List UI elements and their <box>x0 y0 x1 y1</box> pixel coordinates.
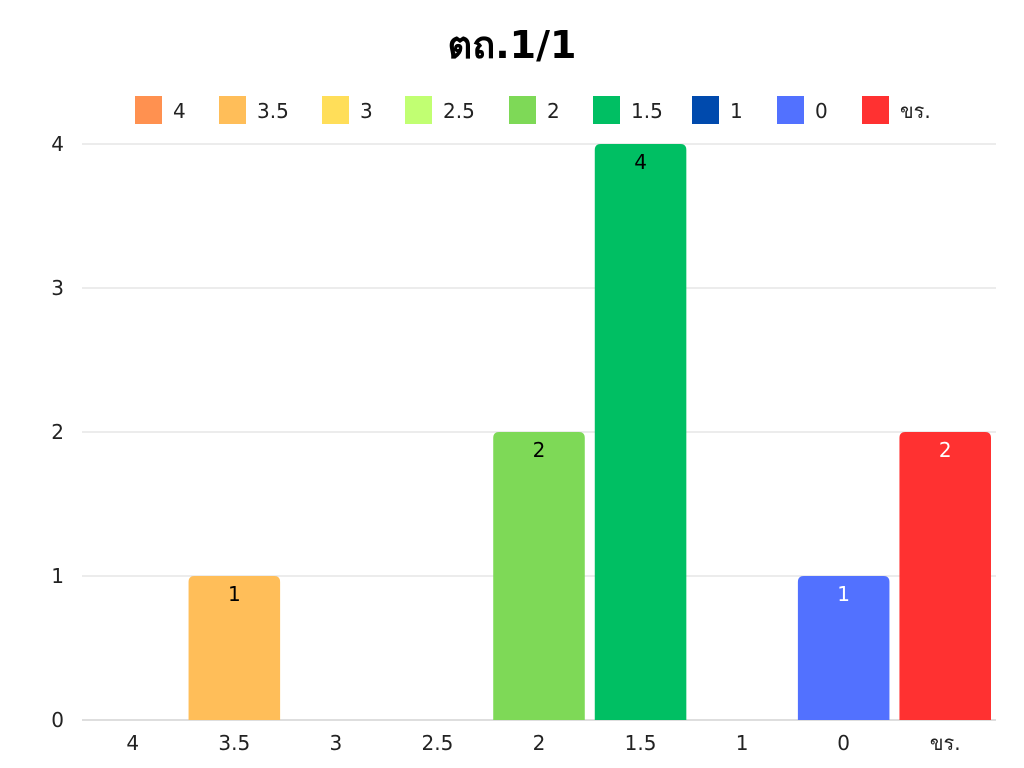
legend-swatch <box>862 96 889 124</box>
legend-swatch <box>219 96 246 124</box>
x-tick-label: 2.5 <box>422 731 454 755</box>
legend-label: 3 <box>360 99 373 123</box>
legend-label: 1 <box>730 99 743 123</box>
y-tick-label: 1 <box>51 564 64 588</box>
bar <box>188 576 281 720</box>
legend-label: 2.5 <box>443 99 475 123</box>
legend: 4 3.5 3 2.5 2 1.5 1 0 ขร. <box>135 96 931 124</box>
y-axis: 0 1 2 3 4 <box>51 132 64 732</box>
x-tick-label: 0 <box>837 731 850 755</box>
legend-swatch <box>593 96 620 124</box>
legend-swatch <box>509 96 536 124</box>
legend-label: 4 <box>173 99 186 123</box>
y-tick-label: 0 <box>51 708 64 732</box>
bar <box>493 432 585 720</box>
x-tick-label: 3 <box>330 731 343 755</box>
x-tick-label: 2 <box>533 731 546 755</box>
bar-value-label: 2 <box>533 438 546 462</box>
bar-value-label: 4 <box>634 150 647 174</box>
x-tick-label: 1 <box>736 731 749 755</box>
bar <box>899 432 991 720</box>
legend-label: 2 <box>547 99 560 123</box>
x-axis: 4 3.5 3 2.5 2 1.5 1 0 ขร. <box>126 731 960 755</box>
legend-label: 3.5 <box>257 99 289 123</box>
bar <box>594 144 687 720</box>
legend-swatch <box>692 96 719 124</box>
y-tick-label: 3 <box>51 276 64 300</box>
bar-value-label: 1 <box>837 582 850 606</box>
legend-label: ขร. <box>900 99 931 123</box>
x-tick-label: 4 <box>126 731 139 755</box>
legend-label: 1.5 <box>631 99 663 123</box>
y-tick-label: 4 <box>51 132 64 156</box>
legend-swatch <box>405 96 432 124</box>
bars: 1 2 4 1 2 <box>188 144 991 720</box>
legend-swatch <box>135 96 162 124</box>
legend-swatch <box>322 96 349 124</box>
legend-swatch <box>777 96 804 124</box>
x-tick-label: 1.5 <box>625 731 657 755</box>
y-tick-label: 2 <box>51 420 64 444</box>
x-tick-label: 3.5 <box>218 731 250 755</box>
x-tick-label: ขร. <box>930 731 961 755</box>
bar-value-label: 1 <box>228 582 241 606</box>
chart-title: ตถ.1/1 <box>448 23 577 67</box>
bar <box>797 576 890 720</box>
legend-label: 0 <box>815 99 828 123</box>
bar-value-label: 2 <box>939 438 952 462</box>
